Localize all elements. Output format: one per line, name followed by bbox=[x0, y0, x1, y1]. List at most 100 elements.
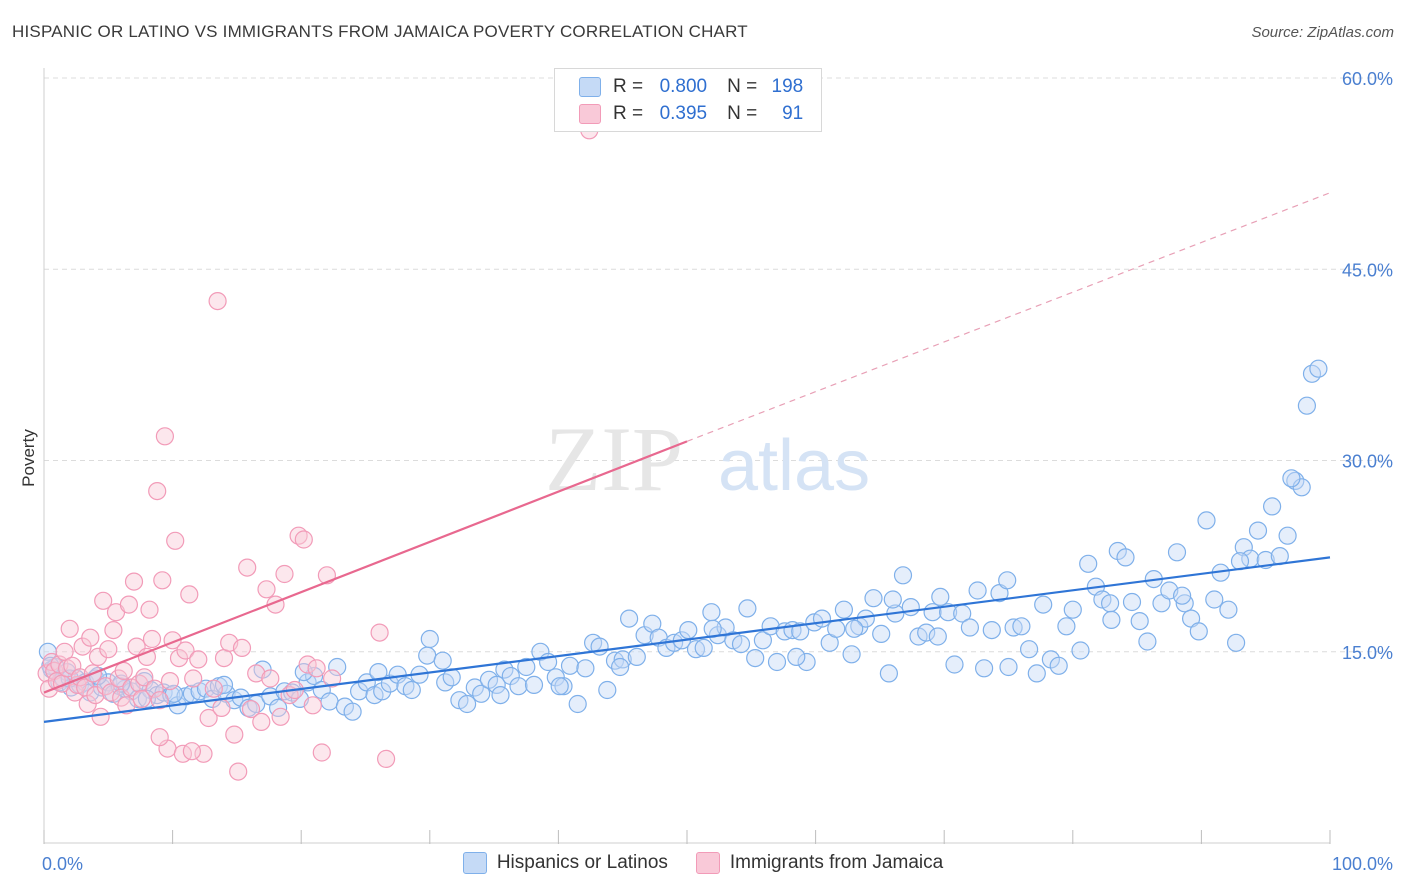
bottom-legend-label: Hispanics or Latinos bbox=[496, 852, 668, 873]
legend-n-value: 198 bbox=[771, 76, 804, 97]
data-point bbox=[214, 648, 234, 668]
data-point bbox=[679, 620, 698, 640]
data-point bbox=[271, 707, 290, 726]
data-point bbox=[1049, 656, 1068, 675]
data-point bbox=[212, 698, 231, 718]
data-point bbox=[114, 661, 133, 681]
data-point bbox=[119, 595, 138, 614]
data-point bbox=[88, 647, 108, 667]
data-point bbox=[189, 650, 208, 669]
data-point bbox=[320, 692, 339, 711]
data-point bbox=[402, 680, 421, 700]
data-point bbox=[893, 566, 913, 585]
data-point bbox=[323, 669, 342, 688]
data-point bbox=[982, 620, 1001, 640]
data-point bbox=[418, 646, 437, 665]
data-point bbox=[257, 580, 276, 599]
data-point bbox=[883, 590, 902, 609]
data-point bbox=[184, 669, 203, 688]
data-point bbox=[619, 609, 639, 628]
data-point bbox=[1004, 618, 1023, 637]
data-point bbox=[501, 666, 520, 686]
legend-swatch-hispanics bbox=[579, 77, 601, 97]
data-point bbox=[150, 728, 169, 747]
data-point bbox=[938, 603, 958, 622]
data-point bbox=[845, 619, 864, 638]
data-point bbox=[298, 655, 317, 674]
data-point bbox=[247, 664, 266, 683]
data-point bbox=[312, 743, 331, 762]
legend-r-label: R = bbox=[613, 76, 644, 97]
data-point bbox=[960, 618, 980, 637]
y-tick-label: 30.0% bbox=[1342, 452, 1393, 472]
data-point bbox=[458, 694, 477, 714]
data-point bbox=[232, 638, 252, 658]
data-point bbox=[931, 587, 950, 607]
trend-line-jamaica bbox=[43, 440, 688, 694]
data-point bbox=[343, 702, 362, 721]
data-point bbox=[554, 677, 573, 696]
y-tick-label: 15.0% bbox=[1342, 643, 1393, 663]
data-point bbox=[746, 648, 765, 668]
data-point bbox=[1282, 469, 1301, 488]
legend-r-label: R = bbox=[613, 103, 644, 124]
data-point bbox=[1309, 359, 1328, 378]
trend-line-jamaica-extension bbox=[686, 192, 1331, 442]
data-point bbox=[148, 482, 167, 501]
y-tick-label: 60.0% bbox=[1342, 69, 1393, 89]
data-point bbox=[99, 640, 118, 659]
data-point bbox=[610, 657, 630, 677]
data-point bbox=[879, 664, 899, 683]
watermark-atlas: atlas bbox=[718, 426, 870, 506]
data-point bbox=[872, 624, 891, 644]
data-point bbox=[968, 581, 987, 600]
data-point bbox=[576, 659, 595, 678]
data-point bbox=[117, 696, 136, 715]
data-point bbox=[153, 571, 172, 590]
data-point bbox=[369, 662, 388, 682]
data-point bbox=[491, 685, 510, 705]
data-point bbox=[124, 572, 144, 591]
trend-lines bbox=[43, 192, 1331, 723]
data-point bbox=[550, 677, 569, 696]
data-point bbox=[923, 603, 942, 622]
data-point bbox=[917, 623, 936, 642]
data-point bbox=[753, 631, 773, 650]
y-tick-labels: 15.0% 30.0% 45.0% 60.0% bbox=[1342, 69, 1393, 663]
data-point bbox=[524, 675, 544, 695]
data-point bbox=[94, 591, 113, 610]
data-point bbox=[160, 671, 180, 691]
data-point bbox=[155, 427, 174, 446]
data-point bbox=[182, 742, 201, 761]
data-point bbox=[974, 659, 994, 678]
data-point bbox=[1063, 600, 1082, 619]
data-point bbox=[166, 531, 185, 550]
source-label: Source: ZipAtlas.com bbox=[1251, 24, 1394, 41]
legend-n-label: N = bbox=[727, 76, 758, 97]
data-point bbox=[122, 682, 141, 701]
data-point bbox=[169, 648, 189, 668]
data-point bbox=[738, 599, 757, 618]
data-point bbox=[238, 558, 257, 577]
data-point bbox=[1226, 633, 1246, 652]
data-point bbox=[767, 652, 787, 672]
data-point bbox=[998, 571, 1017, 590]
watermark-zip: ZIP bbox=[545, 408, 683, 510]
data-point bbox=[204, 679, 223, 698]
bottom-legend-item-jamaica: Immigrants from Jamaica bbox=[695, 852, 943, 874]
data-point bbox=[1034, 595, 1053, 614]
data-point bbox=[229, 762, 248, 781]
data-point bbox=[901, 597, 920, 617]
data-point bbox=[199, 708, 218, 728]
data-point bbox=[294, 530, 313, 549]
data-point bbox=[104, 620, 123, 640]
legend-n-label: N = bbox=[727, 103, 758, 124]
data-point bbox=[261, 669, 280, 688]
legend-r-value: 0.395 bbox=[659, 103, 708, 124]
data-point bbox=[842, 645, 861, 664]
x-tick-label: 100.0% bbox=[1332, 854, 1393, 874]
data-point bbox=[1248, 521, 1268, 540]
data-point bbox=[60, 619, 79, 638]
data-point bbox=[1262, 497, 1282, 516]
